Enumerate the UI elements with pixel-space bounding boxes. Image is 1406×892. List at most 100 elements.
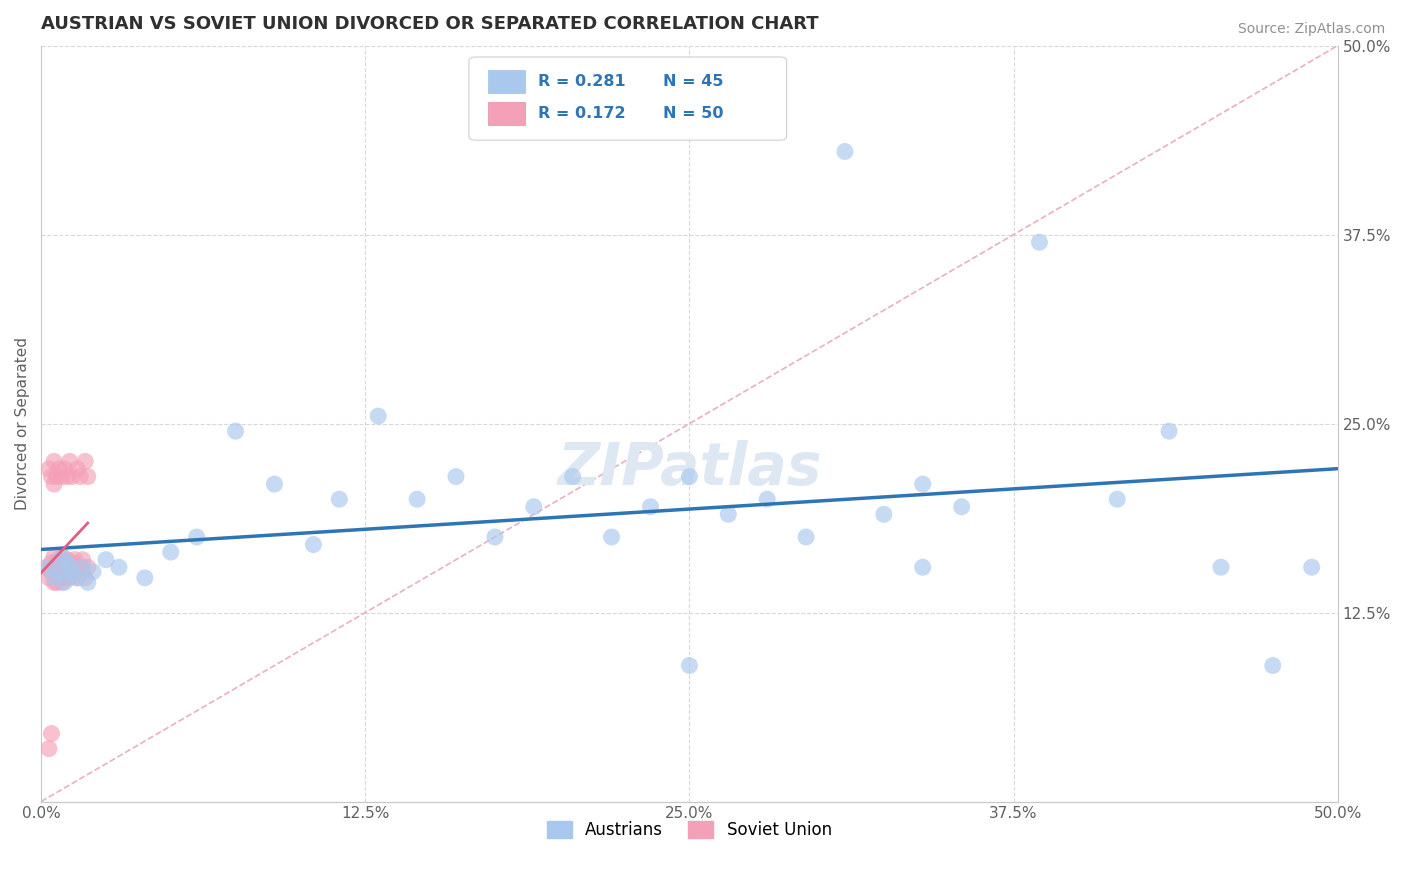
Point	[600, 530, 623, 544]
Point	[48, 565, 70, 579]
Point	[42, 575, 65, 590]
Point	[66, 571, 89, 585]
Point	[225, 424, 247, 438]
Point	[406, 492, 429, 507]
Point	[911, 477, 934, 491]
Point	[69, 560, 91, 574]
Point	[678, 658, 700, 673]
Point	[302, 537, 325, 551]
Point	[51, 549, 73, 564]
Point	[41, 726, 63, 740]
Point	[108, 560, 131, 574]
Point	[717, 508, 740, 522]
Text: R = 0.281: R = 0.281	[537, 74, 626, 88]
Point	[45, 556, 67, 570]
Point	[42, 571, 65, 585]
Point	[45, 575, 67, 590]
Point	[678, 469, 700, 483]
Point	[56, 552, 79, 566]
Point	[66, 462, 89, 476]
FancyBboxPatch shape	[470, 57, 786, 140]
Point	[1209, 560, 1232, 574]
Point	[59, 571, 82, 585]
Point	[66, 571, 89, 585]
Point	[51, 549, 73, 564]
Point	[63, 565, 86, 579]
Point	[48, 552, 70, 566]
Point	[56, 571, 79, 585]
Point	[1261, 658, 1284, 673]
Point	[134, 571, 156, 585]
Point	[186, 530, 208, 544]
Point	[42, 454, 65, 468]
Point	[41, 565, 63, 579]
Point	[63, 552, 86, 566]
Point	[42, 477, 65, 491]
Text: N = 45: N = 45	[664, 74, 724, 88]
Point	[59, 560, 82, 574]
Point	[69, 469, 91, 483]
Point	[72, 565, 94, 579]
Point	[53, 565, 76, 579]
Legend: Austrians, Soviet Union: Austrians, Soviet Union	[540, 814, 838, 847]
Point	[59, 454, 82, 468]
Point	[1107, 492, 1129, 507]
Point	[38, 741, 60, 756]
Point	[60, 469, 83, 483]
Point	[53, 556, 76, 570]
Point	[45, 469, 67, 483]
Point	[756, 492, 779, 507]
Point	[263, 477, 285, 491]
Point	[911, 560, 934, 574]
Point	[72, 552, 94, 566]
Point	[48, 565, 70, 579]
Point	[76, 469, 98, 483]
Point	[48, 560, 70, 574]
Point	[72, 560, 94, 574]
Point	[82, 565, 104, 579]
Point	[56, 469, 79, 483]
Point	[1028, 235, 1050, 250]
Point	[45, 567, 67, 582]
Point	[41, 556, 63, 570]
Bar	[488, 70, 524, 93]
Point	[51, 575, 73, 590]
Point	[834, 145, 856, 159]
Text: Source: ZipAtlas.com: Source: ZipAtlas.com	[1237, 22, 1385, 37]
Text: AUSTRIAN VS SOVIET UNION DIVORCED OR SEPARATED CORRELATION CHART: AUSTRIAN VS SOVIET UNION DIVORCED OR SEP…	[41, 15, 818, 33]
Point	[75, 571, 97, 585]
Point	[60, 556, 83, 570]
Point	[523, 500, 546, 514]
Point	[48, 571, 70, 585]
Point	[48, 462, 70, 476]
Point	[950, 500, 973, 514]
Bar	[488, 103, 524, 125]
Point	[60, 567, 83, 582]
Point	[76, 575, 98, 590]
Text: ZIPatlas: ZIPatlas	[557, 441, 821, 498]
Point	[35, 560, 58, 574]
Point	[94, 552, 117, 566]
Point	[42, 549, 65, 564]
Point	[38, 462, 60, 476]
Point	[56, 556, 79, 570]
Point	[873, 508, 896, 522]
Point	[76, 560, 98, 574]
Point	[367, 409, 389, 423]
Point	[38, 571, 60, 585]
Point	[60, 567, 83, 582]
Point	[75, 454, 97, 468]
Y-axis label: Divorced or Separated: Divorced or Separated	[15, 337, 30, 510]
Point	[640, 500, 662, 514]
Point	[53, 462, 76, 476]
Point	[51, 469, 73, 483]
Text: R = 0.172: R = 0.172	[537, 106, 626, 121]
Point	[51, 567, 73, 582]
Text: N = 50: N = 50	[664, 106, 724, 121]
Point	[444, 469, 467, 483]
Point	[484, 530, 506, 544]
Point	[56, 560, 79, 574]
Point	[41, 469, 63, 483]
Point	[53, 575, 76, 590]
Point	[328, 492, 350, 507]
